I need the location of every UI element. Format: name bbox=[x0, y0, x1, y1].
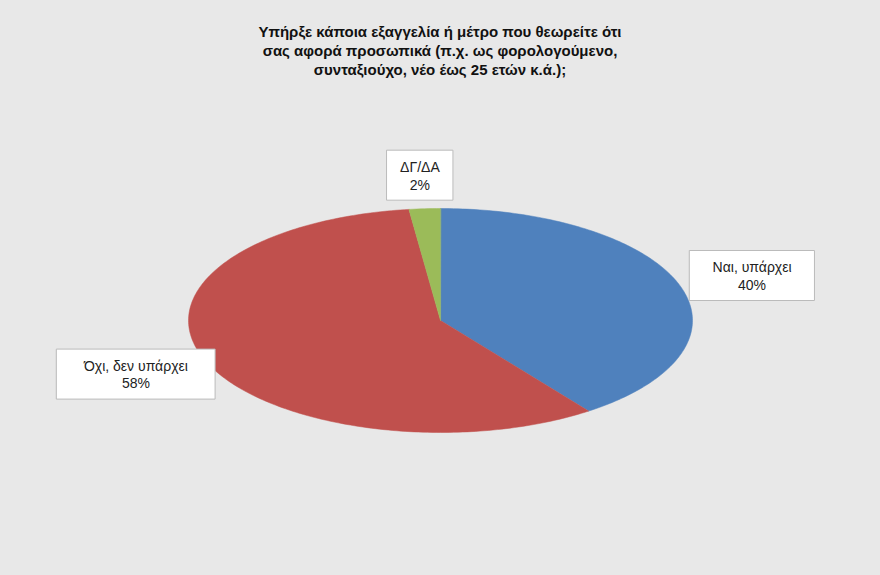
svg-text:ΔΓ/ΔΑ2%: ΔΓ/ΔΑ2% bbox=[400, 159, 440, 193]
svg-text:Όχι, δεν υπάρχει58%: Όχι, δεν υπάρχει58% bbox=[83, 358, 188, 392]
html-text:Υπήρξε κάποια εξαγγελία ή μέτρ: Υπήρξε κάποια εξαγγελία ή μέτρο που θεωρ… bbox=[258, 23, 622, 40]
html-text:σας αφορά προσωπικά (π.χ. ως φ: σας αφορά προσωπικά (π.χ. ως φορολογούμε… bbox=[262, 42, 618, 59]
svg-text:Ναι, υπάρχει40%: Ναι, υπάρχει40% bbox=[713, 259, 792, 293]
html-text:συνταξιούχο, νέο έως 25 ετών κ: συνταξιούχο, νέο έως 25 ετών κ.ά.); bbox=[313, 61, 567, 78]
